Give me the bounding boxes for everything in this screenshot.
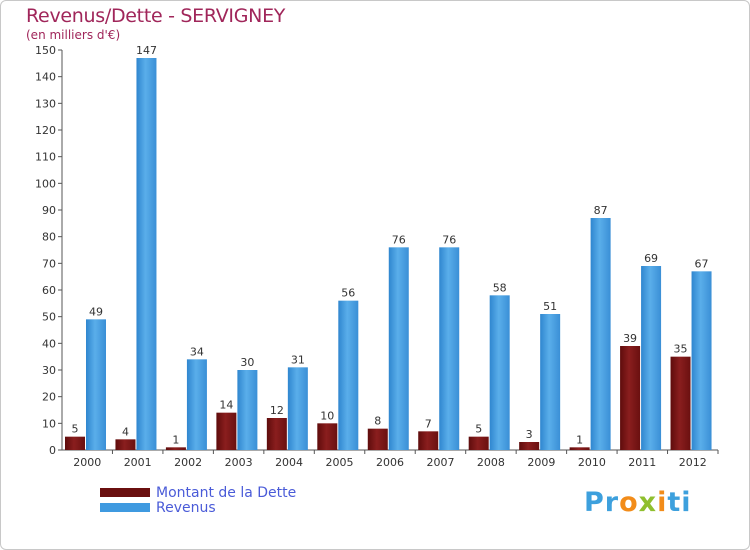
y-tick-label: 70 — [42, 257, 56, 270]
x-tick-label: 2001 — [124, 456, 152, 469]
logo-part: ti — [667, 487, 692, 518]
y-tick-label: 100 — [35, 177, 56, 190]
revenue-value-label: 34 — [190, 345, 204, 358]
legend-swatch-debt — [100, 488, 150, 497]
debt-bar — [367, 428, 388, 450]
debt-bar — [65, 436, 85, 450]
revenue-value-label: 69 — [644, 252, 658, 265]
debt-value-label: 12 — [270, 404, 284, 417]
y-tick-label: 60 — [42, 284, 56, 297]
debt-value-label: 39 — [623, 332, 637, 345]
revenue-value-label: 49 — [89, 305, 103, 318]
y-tick-label: 30 — [42, 364, 56, 377]
y-tick-label: 50 — [42, 311, 56, 324]
revenue-value-label: 56 — [341, 287, 355, 300]
x-tick-label: 2011 — [628, 456, 656, 469]
logo-part: i — [657, 487, 668, 518]
y-tick-label: 20 — [42, 391, 56, 404]
debt-value-label: 1 — [172, 433, 179, 446]
debt-value-label: 5 — [475, 423, 482, 436]
revenue-value-label: 31 — [291, 353, 305, 366]
legend-label-debt: Montant de la Dette — [156, 484, 297, 501]
x-tick-label: 2002 — [174, 456, 202, 469]
x-tick-label: 2008 — [477, 456, 505, 469]
y-tick-label: 140 — [35, 71, 56, 84]
debt-value-label: 3 — [526, 428, 533, 441]
debt-bar — [620, 346, 641, 450]
revenue-bar — [489, 295, 510, 450]
revenue-bar — [388, 247, 409, 450]
debt-value-label: 7 — [425, 417, 432, 430]
debt-bar — [317, 423, 338, 450]
y-tick-label: 80 — [42, 231, 56, 244]
x-tick-label: 2000 — [73, 456, 101, 469]
debt-value-label: 1 — [576, 433, 583, 446]
y-tick-label: 150 — [35, 44, 56, 57]
x-tick-label: 2003 — [225, 456, 253, 469]
y-tick-label: 90 — [42, 204, 56, 217]
debt-bar — [266, 418, 287, 450]
revenue-value-label: 147 — [136, 44, 157, 57]
chart-subtitle: (en milliers d'€) — [26, 28, 121, 42]
revenue-value-label: 58 — [493, 281, 507, 294]
revenue-bar — [136, 58, 157, 450]
x-tick-label: 2004 — [275, 456, 303, 469]
revenue-bar — [641, 266, 662, 450]
debt-bar — [670, 356, 691, 450]
y-tick-label: 110 — [35, 151, 56, 164]
legend: Montant de la Dette Revenus — [100, 484, 297, 516]
debt-value-label: 35 — [674, 343, 688, 356]
debt-value-label: 14 — [219, 399, 233, 412]
x-tick-label: 2010 — [578, 456, 606, 469]
debt-bar — [115, 439, 136, 450]
revenue-value-label: 67 — [695, 257, 709, 270]
revenue-bar — [186, 359, 207, 450]
revenue-bar — [691, 271, 712, 450]
revenue-bar — [590, 218, 611, 450]
y-tick-label: 10 — [42, 417, 56, 430]
revenue-value-label: 76 — [442, 233, 456, 246]
logo-part: Pr — [584, 487, 620, 518]
proxiti-logo: Proxiti — [584, 487, 692, 518]
debt-value-label: 10 — [320, 409, 334, 422]
x-tick-label: 2009 — [527, 456, 555, 469]
legend-item-debt: Montant de la Dette — [100, 484, 297, 501]
debt-bar — [418, 431, 439, 450]
revenue-bar — [338, 300, 359, 450]
revenue-bar — [287, 367, 308, 450]
logo-part: x — [638, 487, 658, 518]
y-tick-label: 130 — [35, 97, 56, 110]
debt-bar — [165, 447, 186, 450]
y-tick-label: 0 — [49, 444, 56, 457]
y-tick-label: 40 — [42, 337, 56, 350]
legend-label-revenue: Revenus — [156, 499, 216, 516]
debt-bar — [468, 436, 489, 450]
debt-value-label: 8 — [374, 415, 381, 428]
revenue-value-label: 76 — [392, 233, 406, 246]
revenue-bar — [237, 370, 258, 450]
logo-part: o — [619, 487, 639, 518]
debt-bar — [216, 412, 237, 450]
legend-item-revenue: Revenus — [100, 499, 296, 516]
debt-value-label: 4 — [122, 425, 129, 438]
revenue-value-label: 87 — [594, 204, 608, 217]
chart-title: Revenus/Dette - SERVIGNEY — [26, 5, 286, 27]
revenue-bar — [540, 314, 561, 450]
x-tick-label: 2005 — [326, 456, 354, 469]
debt-bar — [569, 447, 590, 450]
y-tick-label: 120 — [35, 124, 56, 137]
x-tick-label: 2006 — [376, 456, 404, 469]
revenue-bar — [439, 247, 460, 450]
revenue-value-label: 51 — [543, 300, 557, 313]
debt-value-label: 5 — [72, 423, 79, 436]
revenue-bar — [86, 319, 106, 450]
x-tick-label: 2007 — [426, 456, 454, 469]
revenue-value-label: 30 — [240, 356, 254, 369]
x-tick-label: 2012 — [679, 456, 707, 469]
debt-bar — [519, 442, 540, 450]
legend-swatch-revenue — [100, 503, 150, 512]
